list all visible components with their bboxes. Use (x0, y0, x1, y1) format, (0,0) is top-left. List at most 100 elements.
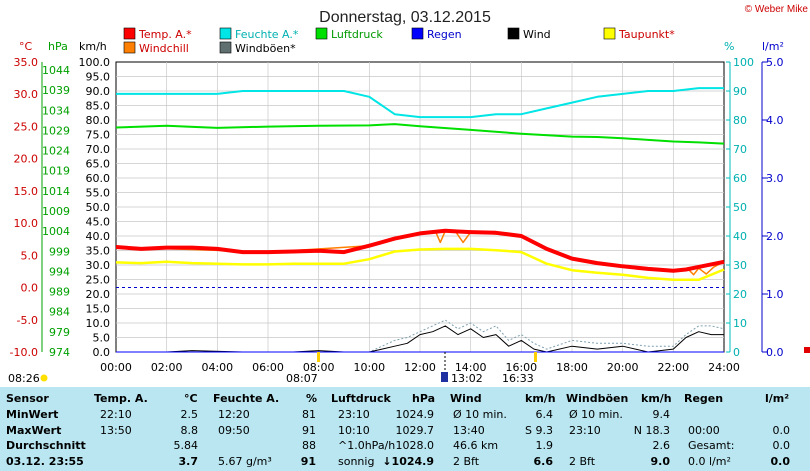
legend-label-7: Windböen* (235, 42, 296, 55)
legend-label-3: Regen (427, 28, 462, 41)
table-cell-min-press-v: 1024.9 (395, 408, 435, 421)
moon-time: 08:26 (8, 372, 40, 385)
rain-tick-label: 5.0 (766, 56, 784, 69)
pressure-tick-label: 979 (49, 326, 70, 339)
table-cell-avg-wind-v: 1.9 (535, 439, 554, 452)
table-cell-max-wind-t: 13:40 (453, 424, 485, 437)
header-sensor: Sensor (6, 392, 49, 405)
wind-tick-label: 45.0 (86, 216, 111, 229)
rain-axis-unit: l/m² (762, 40, 784, 53)
humidity-tick-label: 70 (733, 143, 747, 156)
humidity-tick-label: 50 (733, 201, 747, 214)
time-tick-label: 12:00 (404, 361, 436, 374)
table-cell-min-temp-t: 22:10 (100, 408, 132, 421)
table-cell-cur-wind-v: 6.6 (533, 455, 554, 468)
legend-label-0: Temp. A.* (138, 28, 192, 41)
table-cell-cur-temp-v: 3.7 (178, 455, 199, 468)
time-tick-label: 24:00 (708, 361, 740, 374)
wind-tick-label: 40.0 (86, 230, 111, 243)
pressure-tick-label: 1029 (42, 124, 70, 137)
temp-axis-unit: °C (19, 40, 33, 53)
time-tick-label: 10:00 (353, 361, 385, 374)
pressure-tick-label: 984 (49, 306, 70, 319)
rain-tick-label: 4.0 (766, 114, 784, 127)
series-line-windben (116, 319, 725, 353)
wind-tick-label: 0.0 (93, 346, 111, 359)
wind-axis-unit: km/h (79, 40, 107, 53)
time-tick-label: 04:00 (201, 361, 233, 374)
table-cell-cur-hum-t: 5.67 g/m³ (218, 455, 272, 468)
pressure-tick-label: 989 (49, 286, 70, 299)
humidity-axis-unit: % (724, 40, 734, 53)
rain-tick-label: 1.0 (766, 288, 784, 301)
table-cell-min-hum-t: 12:20 (218, 408, 250, 421)
time-tick-label: 08:00 (303, 361, 335, 374)
pressure-tick-label: 994 (49, 265, 70, 278)
series-line-tempa (115, 228, 725, 273)
wind-tick-label: 30.0 (86, 259, 111, 272)
legend-label-6: Windchill (139, 42, 189, 55)
table-cell-avg-press-v: 1028.0 (395, 439, 435, 452)
table-cell-max-rain-v: 0.0 (772, 424, 791, 437)
table-cell-min-gust-v: 9.4 (652, 408, 671, 421)
table-cell-cur-rain-v: 0.0 (770, 455, 791, 468)
table-cell-max-wind-v: S 9.3 (525, 424, 553, 437)
table-cell-cur-press-t: sonnig (338, 455, 375, 468)
humidity-tick-label: 0 (733, 346, 740, 359)
humidity-tick-label: 90 (733, 85, 747, 98)
time-tick-label: 00:00 (100, 361, 132, 374)
table-cell-min-gust-t: Ø 10 min. (569, 408, 623, 421)
table-cell-cur-wind-t: 2 Bft (453, 455, 480, 468)
pressure-tick-label: 974 (49, 346, 70, 359)
rain-tick-label: 0.0 (766, 346, 784, 359)
table-cell-max-hum-v: 91 (302, 424, 316, 437)
wind-tick-label: 70.0 (86, 143, 111, 156)
legend-swatch-0 (123, 27, 136, 40)
table-cell-avg-label: Durchschnitt (6, 439, 86, 452)
table-cell-avg-hum-v: 88 (302, 439, 316, 452)
table-cell-min-temp-v: 2.5 (180, 408, 199, 421)
time-tick-label: 20:00 (607, 361, 639, 374)
table-cell-avg-rain-v: 0.0 (772, 439, 791, 452)
temp-tick-label: 20.0 (14, 153, 39, 166)
pressure-tick-label: 1024 (42, 145, 70, 158)
table-cell-cur-hum-v: 91 (300, 455, 316, 468)
pressure-tick-label: 999 (49, 245, 70, 258)
wind-tick-label: 80.0 (86, 114, 111, 127)
weather-chart: Donnerstag, 03.12.2015 © Weber Mike Temp. … (8, 4, 810, 385)
table-cell-min-wind-t: Ø 10 min. (453, 408, 507, 421)
table-cell-max-rain-t: 00:00 (688, 424, 720, 437)
temp-tick-label: 25.0 (14, 120, 39, 133)
table-cell-max-press-t: 10:10 (338, 424, 370, 437)
table-cell-min-hum-v: 81 (302, 408, 316, 421)
humidity-tick-label: 40 (733, 230, 747, 243)
wind-tick-label: 50.0 (86, 201, 111, 214)
temp-tick-label: -5.0 (17, 314, 38, 327)
table-cell-cur-gust-t: 2 Bft (569, 455, 596, 468)
table-cell-max-temp-v: 8.8 (180, 424, 199, 437)
pressure-tick-label: 1034 (42, 104, 70, 117)
table-cell-max-label: MaxWert (6, 424, 62, 437)
table-cell-avg-wind-t: 46.6 km (453, 439, 499, 452)
header-pressure: Luftdruck (331, 392, 391, 405)
wind-tick-label: 35.0 (86, 245, 111, 258)
header-temp: Temp. A. (94, 392, 148, 405)
table-cell-min-press-t: 23:10 (338, 408, 370, 421)
header-temp-unit: °C (184, 392, 198, 405)
wind-tick-label: 60.0 (86, 172, 111, 185)
time-tick-label: 06:00 (252, 361, 284, 374)
header-wind: Wind (450, 392, 482, 405)
time-tick-label: 16:00 (505, 361, 537, 374)
wind-tick-label: 15.0 (86, 303, 111, 316)
table-cell-cur-label: 03.12. 23:55 (6, 455, 84, 468)
sunrise-time: 08:07 (286, 372, 318, 385)
humidity-tick-label: 20 (733, 288, 747, 301)
table-cell-max-gust-v: N 18.3 (633, 424, 670, 437)
table-cell-avg-rain-t: Gesamt: (688, 439, 735, 452)
legend-swatch-3 (411, 27, 424, 40)
table-cell-cur-rain-t: 0.0 l/m² (688, 455, 731, 468)
temp-tick-label: 0.0 (21, 282, 39, 295)
wind-tick-label: 75.0 (86, 129, 111, 142)
pressure-tick-label: 1004 (42, 225, 70, 238)
noon-time: 13:02 (451, 372, 483, 385)
